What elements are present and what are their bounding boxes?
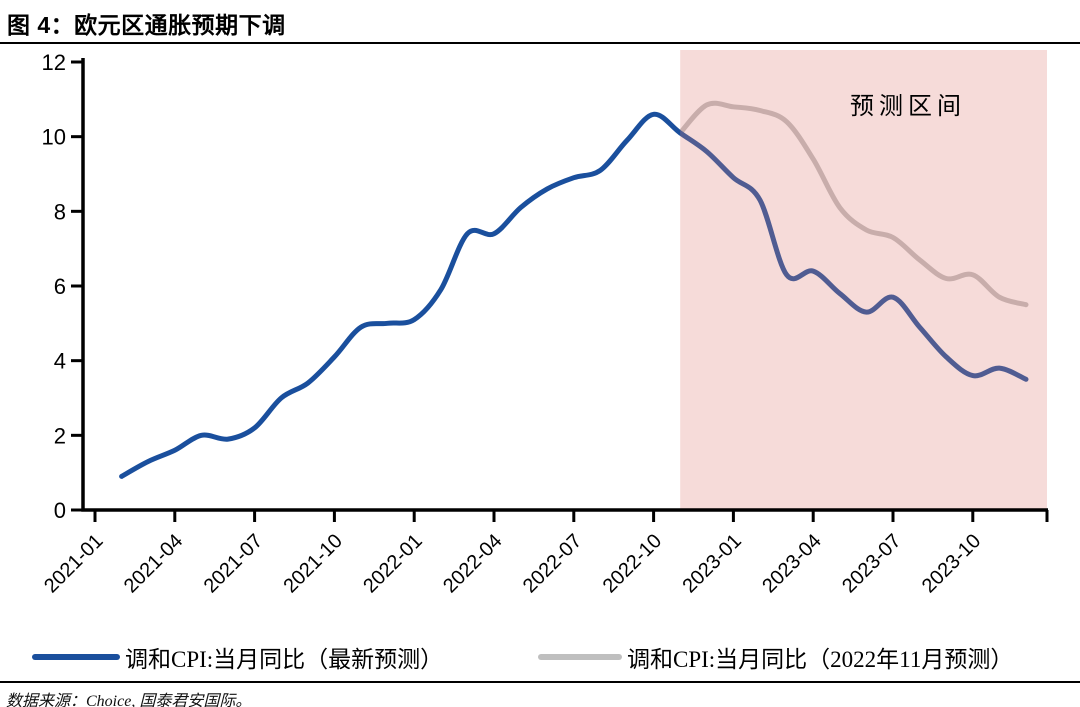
x-axis-tick-label: 2022-04 [439,530,506,597]
figure-title: 图 4：欧元区通胀预期下调 [7,12,286,38]
series-line-nov2022-forecast [677,100,1029,308]
legend-item-nov2022-forecast: 调和CPI:当月同比（2022年11月预测） [538,640,1013,674]
title-divider [0,42,1080,44]
y-axis-tick-label: 10 [42,125,66,150]
x-axis-tick-label: 2021-04 [120,530,187,597]
y-axis-tick-label: 0 [54,498,66,523]
x-axis-tick-label: 2021-01 [40,530,107,597]
forecast-band [680,50,1047,510]
x-axis-tick-label: 2022-07 [519,530,586,597]
legend-item-actual: 调和CPI:当月同比（最新预测） [32,640,443,674]
y-axis-tick-label: 4 [54,349,66,374]
x-axis-tick-label: 2023-07 [838,530,905,597]
forecast-band-label: 预测区间 [850,93,966,120]
data-source-note: 数据来源：Choice, 国泰君安国际。 [6,693,252,707]
y-axis-tick-label: 12 [42,50,66,75]
y-axis-tick-label: 8 [54,199,66,224]
x-axis-tick-label: 2021-07 [200,530,267,597]
chart-legend: 调和CPI:当月同比（最新预测） 调和CPI:当月同比（2022年11月预测） [0,640,1080,672]
legend-label: 调和CPI:当月同比（最新预测） [125,647,444,672]
x-axis-tick-label: 2021-10 [279,530,346,597]
y-axis-tick-label: 2 [54,423,66,448]
x-axis-tick-label: 2023-10 [918,530,985,597]
x-axis-tick-label: 2023-01 [678,530,745,597]
series-line-actual [119,111,1029,479]
x-axis-tick-label: 2022-10 [599,530,666,597]
figure-footer: 数据来源：Choice, 国泰君安国际。 [0,681,1080,707]
legend-swatch [538,654,622,660]
legend-label: 调和CPI:当月同比（2022年11月预测） [627,647,1014,672]
x-axis-tick-label: 2022-01 [359,530,426,597]
legend-swatch [32,654,120,660]
x-axis-tick-label: 2023-04 [758,530,825,597]
y-axis-tick-label: 6 [54,274,66,299]
